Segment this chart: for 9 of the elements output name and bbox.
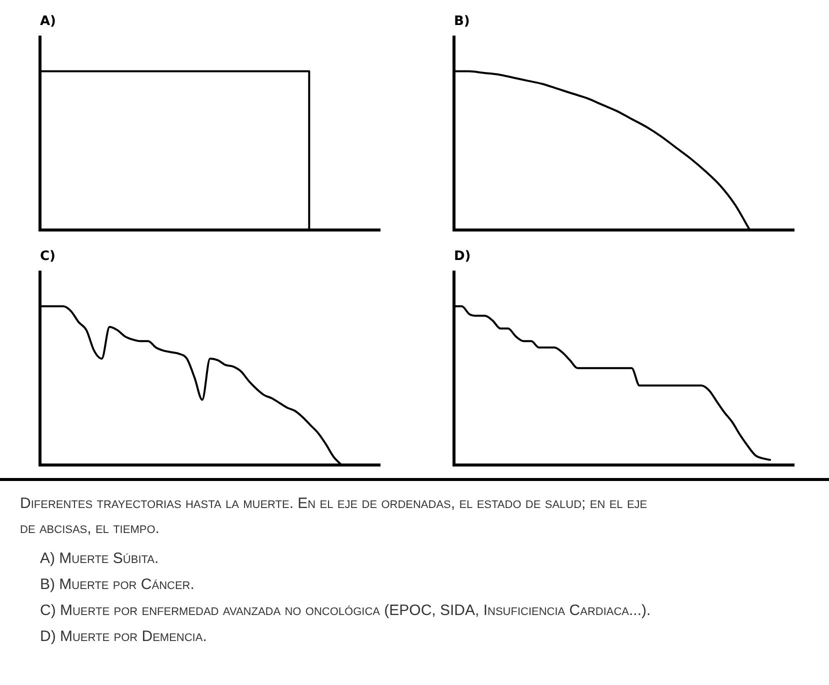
- chart-title: D): [454, 249, 471, 264]
- chart-title: A): [40, 14, 56, 30]
- text: B) Muerte por Cáncer.: [39, 576, 196, 593]
- text: C) Muerte por enfermedad avanzada no oncológica (EPOC, SIDA, Insuficiencia Cardiaca...).: [39, 602, 652, 619]
- chart-title: B): [454, 14, 470, 30]
- chart-title: C): [40, 249, 56, 264]
- text: Diferentes trayectorias hasta la muerte. En el eje de ordenadas, el estado de salud; en el eje de abcisas, el tiempo.: [20, 494, 648, 539]
- text: A) Muerte Súbita.: [39, 550, 160, 567]
- text: D) Muerte por Demencia.: [39, 628, 208, 645]
